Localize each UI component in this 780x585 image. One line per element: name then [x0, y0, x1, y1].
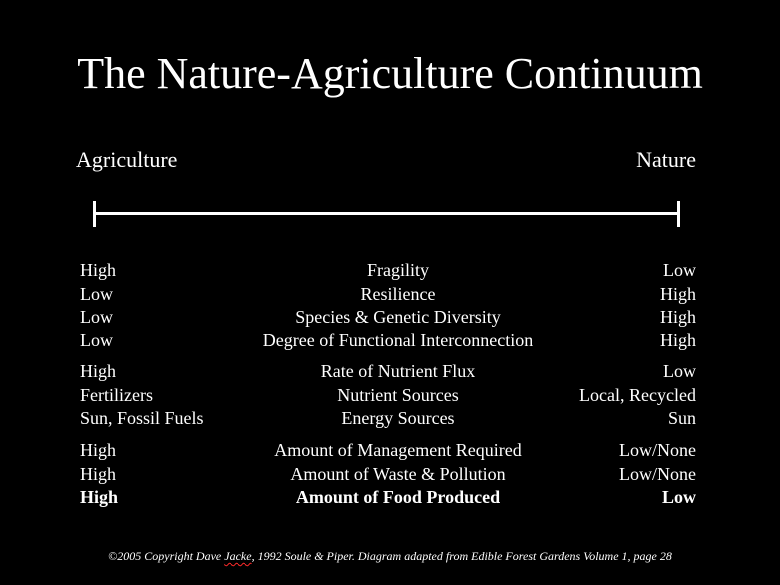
attribute-label: Amount of Management Required [274, 440, 522, 460]
attribute-label: Amount of Food Produced [295, 487, 501, 507]
agriculture-value: Low [80, 330, 113, 350]
nature-value: Low [663, 361, 696, 381]
attribute-label: Energy Sources [341, 408, 455, 428]
agriculture-value: Sun, Fossil Fuels [80, 408, 204, 428]
nature-value: High [660, 330, 696, 350]
comparison-row: High Rate of Nutrient Flux Low [0, 359, 780, 383]
attribute-label: Degree of Functional Interconnection [262, 330, 534, 350]
slide-title: The Nature-Agriculture Continuum [77, 49, 703, 98]
footer-text-before: ©2005 Copyright Dave [108, 549, 225, 563]
agriculture-value: High [80, 487, 119, 507]
footer-text-after: , 1992 Soule & Piper. Diagram adapted fr… [251, 549, 672, 563]
continuum-scale-line [93, 201, 680, 227]
comparison-row: High Amount of Management Required Low/N… [0, 438, 780, 462]
agriculture-value: High [80, 260, 116, 280]
nature-value: High [660, 284, 696, 304]
comparison-row: Sun, Fossil Fuels Energy Sources Sun [0, 406, 780, 430]
attribute-label: Fragility [367, 260, 429, 280]
scale-bar [93, 212, 680, 215]
attribute-label: Resilience [360, 284, 436, 304]
attribute-label: Nutrient Sources [337, 385, 459, 405]
nature-value: High [660, 307, 696, 327]
attribute-label: Rate of Nutrient Flux [320, 361, 476, 381]
comparison-row: High Fragility Low [0, 258, 780, 282]
nature-value: Sun [667, 408, 696, 428]
comparison-row-bold: High Amount of Food Produced Low [0, 485, 780, 509]
comparison-row: High Amount of Waste & Pollution Low/Non… [0, 462, 780, 486]
comparison-row: Low Degree of Functional Interconnection… [0, 328, 780, 352]
agriculture-value: High [80, 361, 116, 381]
attribute-label: Amount of Waste & Pollution [290, 464, 506, 484]
scale-right-tick [677, 201, 680, 227]
footer-author-name: Jacke [224, 549, 252, 563]
agriculture-value: High [80, 464, 116, 484]
attribute-label: Species & Genetic Diversity [295, 307, 501, 327]
agriculture-end-label: Agriculture [76, 147, 178, 172]
agriculture-value: Fertilizers [80, 385, 153, 405]
comparison-row: Fertilizers Nutrient Sources Local, Recy… [0, 383, 780, 407]
copyright-footer: ©2005 Copyright Dave Jacke, 1992 Soule &… [0, 548, 780, 564]
nature-value: Low/None [619, 440, 696, 460]
nature-value: Low [661, 487, 696, 507]
agriculture-value: High [80, 440, 116, 460]
nature-value: Low/None [619, 464, 696, 484]
nature-value: Low [663, 260, 696, 280]
nature-value: Local, Recycled [579, 385, 696, 405]
nature-end-label: Nature [636, 147, 696, 172]
agriculture-value: Low [80, 284, 113, 304]
comparison-row: Low Species & Genetic Diversity High [0, 305, 780, 329]
agriculture-value: Low [80, 307, 113, 327]
comparison-row: Low Resilience High [0, 282, 780, 306]
